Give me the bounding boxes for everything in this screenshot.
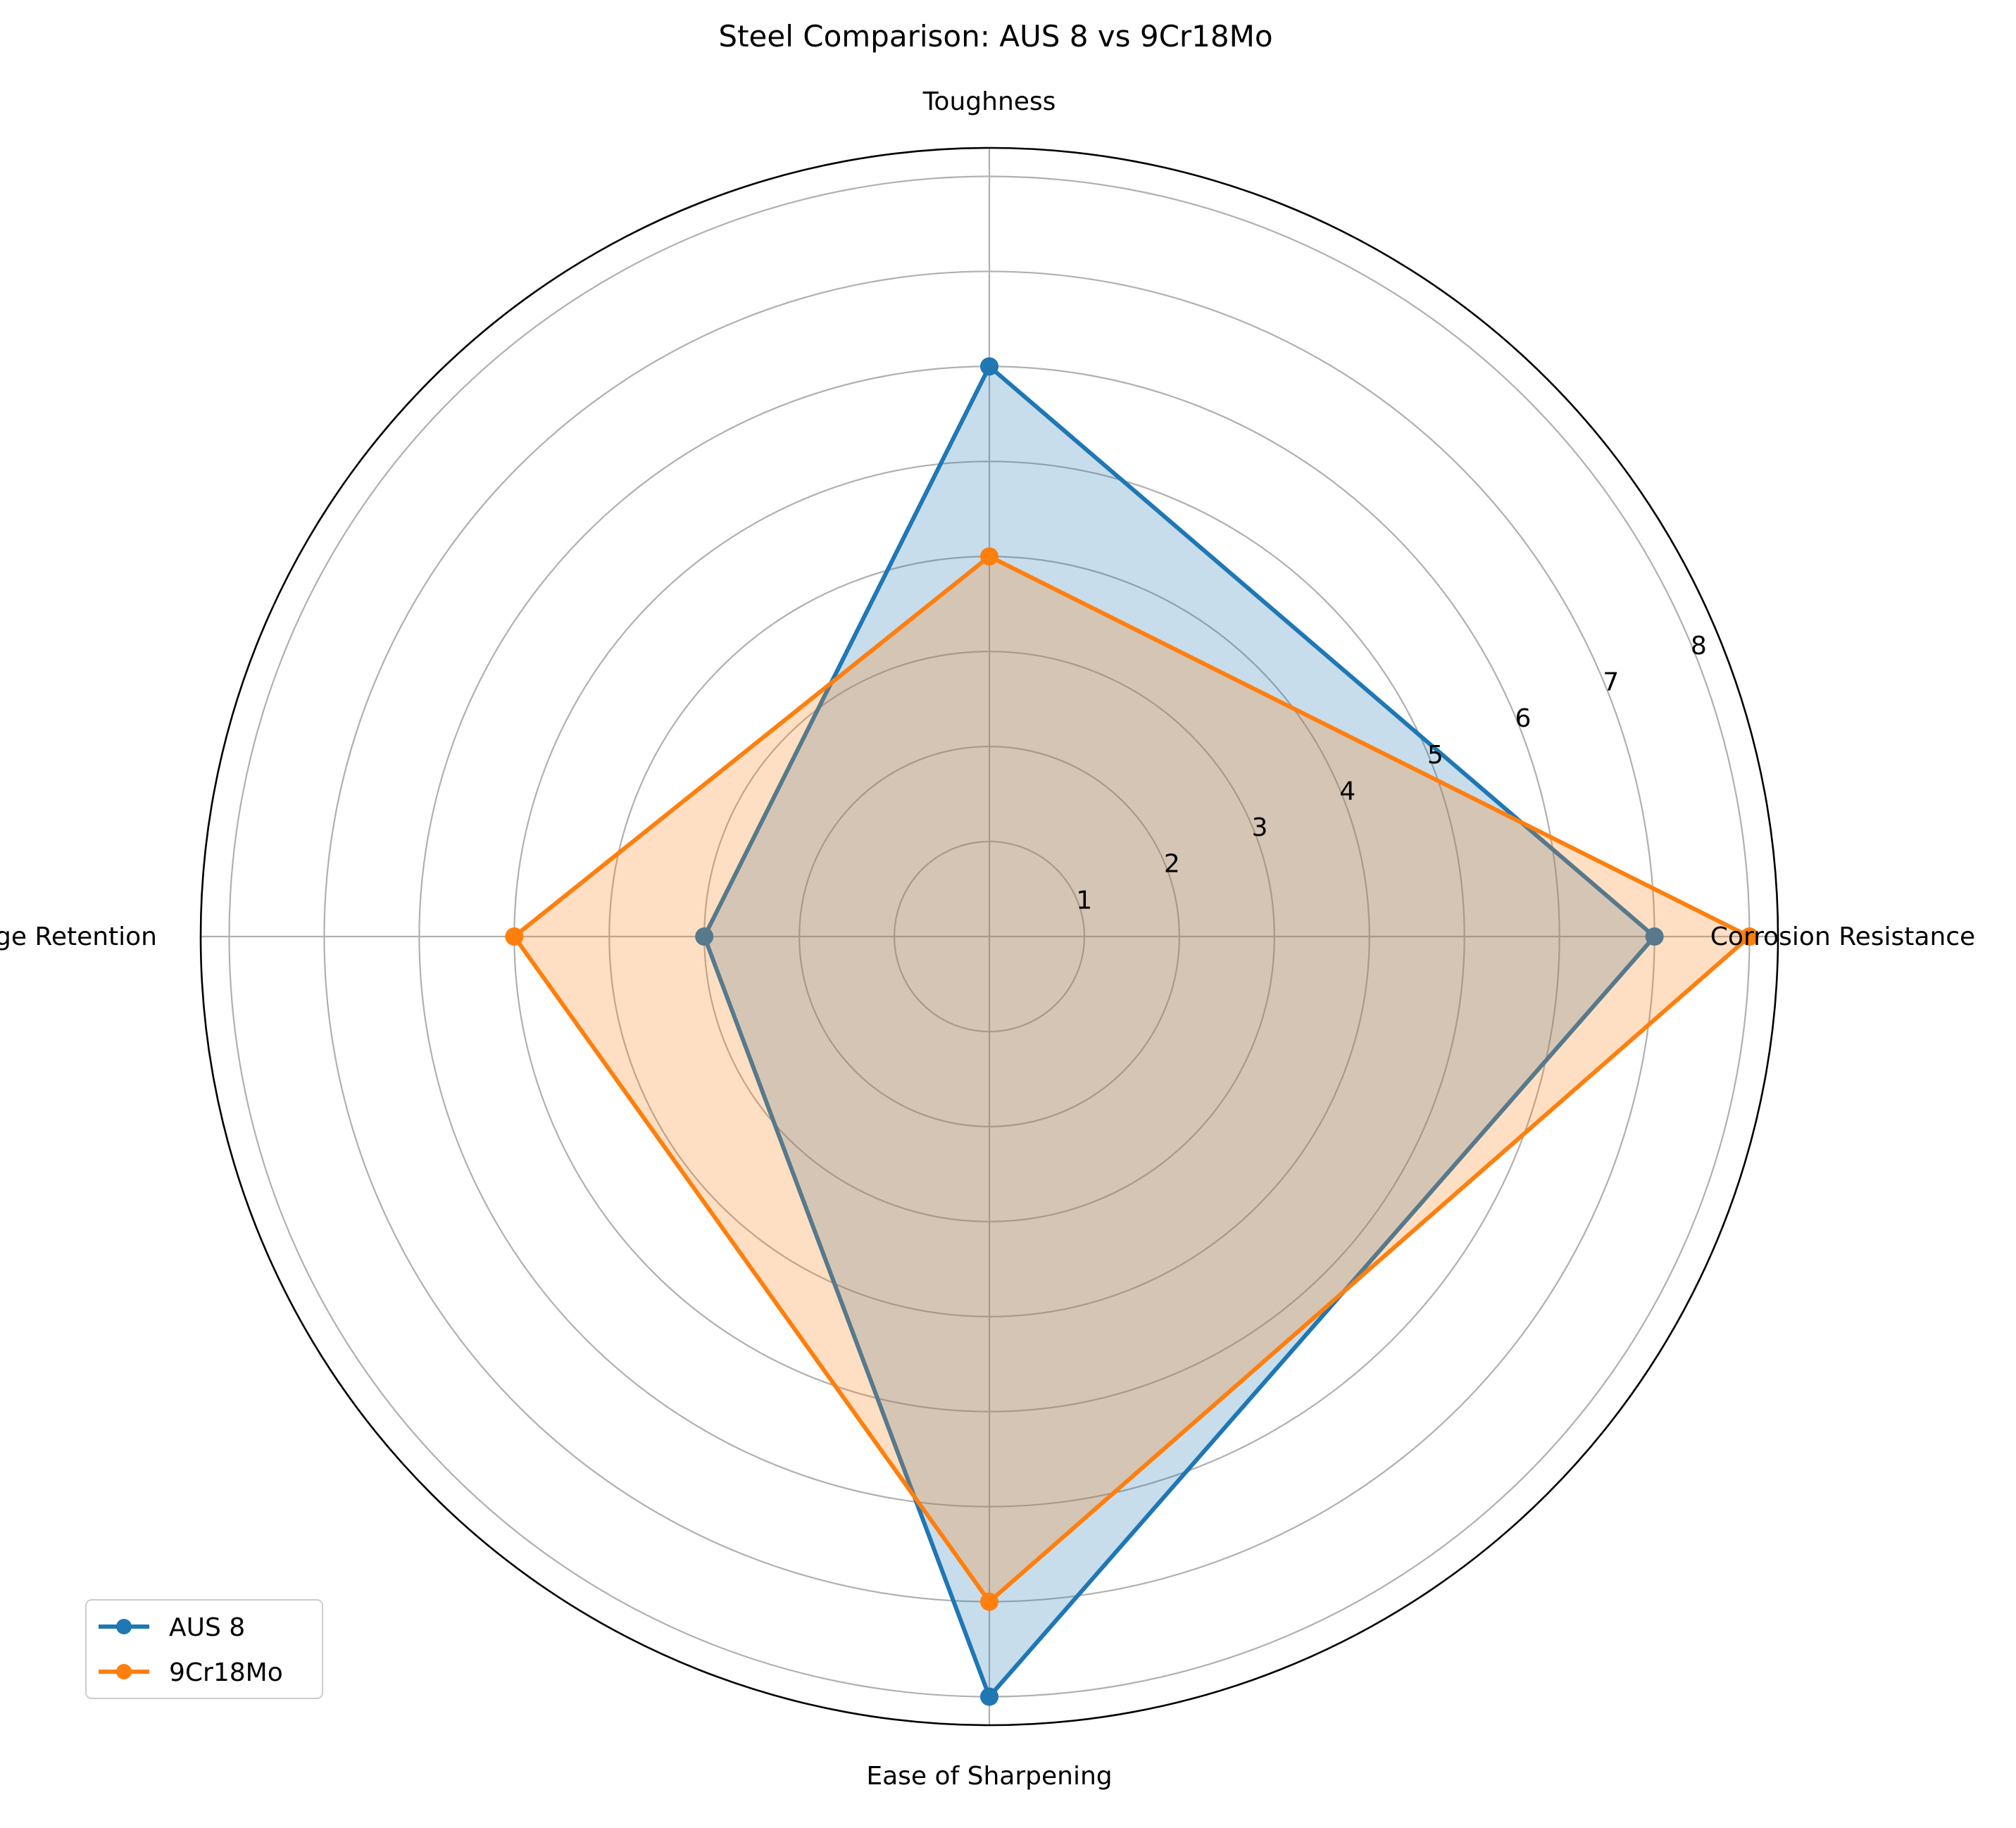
legend: AUS 8 9Cr18Mo [85,1599,323,1699]
series-area-aus-8 [704,366,1655,1697]
data-point-aus-8-1 [1645,927,1664,946]
axis-label-ease-of-sharpening: Ease of Sharpening [866,1762,1112,1791]
axis-label-corrosion-resistance: Corrosion Resistance [1710,922,1975,951]
r-tick-label-7: 7 [1603,668,1619,697]
series-layer [505,357,1759,1706]
legend-label-aus-8: AUS 8 [169,1613,245,1642]
data-point-9cr18mo-4 [980,1592,998,1611]
chart-title: Steel Comparison: AUS 8 vs 9Cr18Mo [718,19,1272,54]
legend-marker-9cr18mo [116,1664,132,1679]
r-tick-label-6: 6 [1515,704,1532,733]
r-tick-label-3: 3 [1252,813,1268,842]
data-point-9cr18mo-3 [505,927,524,946]
legend-label-9cr18mo: 9Cr18Mo [169,1658,283,1687]
data-point-9cr18mo-1 [1740,927,1759,946]
legend-marker-aus-8 [116,1619,132,1634]
data-point-aus-8-3 [695,927,714,946]
label-layer: Corrosion Resistance Toughness Edge Retent… [0,87,1975,1791]
r-tick-label-2: 2 [1164,850,1180,879]
polar-frame [199,146,1779,1727]
data-point-aus-8-4 [980,1687,998,1706]
r-tick-label-8: 8 [1691,632,1707,661]
series-area-9cr18mo [514,556,1750,1602]
axis-label-toughness: Toughness [922,87,1056,116]
data-point-9cr18mo-2 [980,547,998,566]
axis-label-edge-retention: Edge Retention [0,922,157,951]
r-tick-label-5: 5 [1427,741,1444,770]
data-point-aus-8-2 [980,357,998,376]
r-tick-label-1: 1 [1076,886,1092,915]
r-tick-label-4: 4 [1339,777,1356,806]
